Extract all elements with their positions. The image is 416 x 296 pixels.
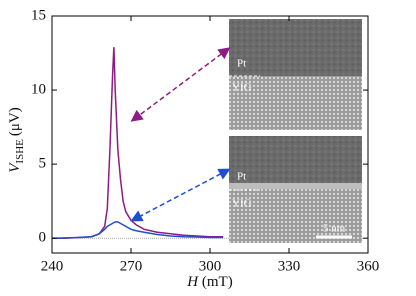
plot-area [51,47,368,239]
x-tick-label: 360 [357,258,380,274]
y-tick-label: 0 [39,230,47,246]
inset-label: YIG [232,198,252,210]
x-tick-label: 240 [41,258,64,274]
data-line [52,47,224,239]
x-axis-title: H (mT) [186,274,232,290]
x-tick-label: 270 [120,258,143,274]
inset-image: Pt YIG [229,19,362,130]
arrow [130,168,231,222]
inset-label: YIG [232,82,252,94]
scale-bar-label: 5 nm [323,223,346,235]
y-tick-label: 10 [31,82,46,98]
arrow [130,47,231,122]
inset-label: Pt [237,58,246,70]
y-axis-title: VISHE(μV) [7,107,25,173]
y-tick-label: 5 [39,156,47,172]
y-tick-label: 15 [31,7,46,23]
x-tick-label: 330 [278,258,301,274]
x-tick-label: 300 [199,258,222,274]
data-line [51,221,224,239]
inset-label: Pt [237,171,246,183]
inset-image: Pt YIG 5 nm [229,136,362,243]
